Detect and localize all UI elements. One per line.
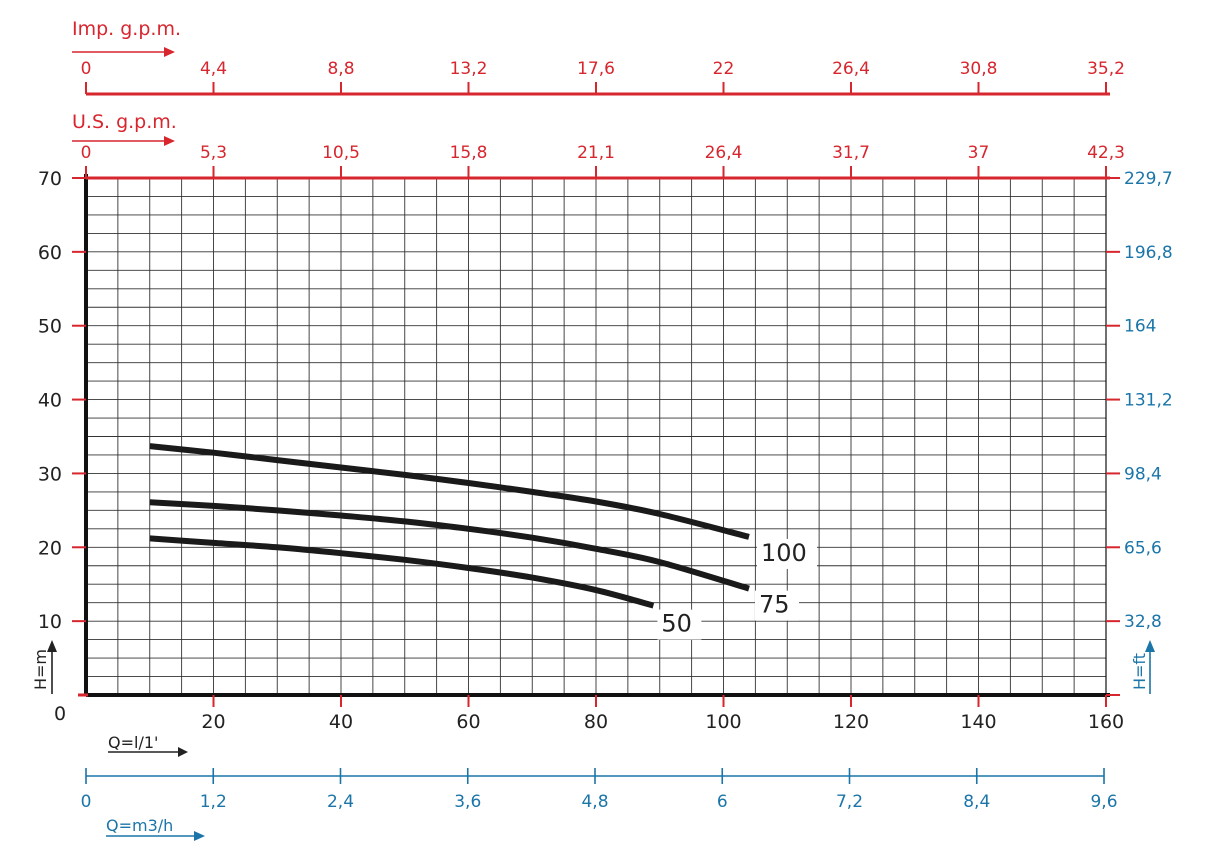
us-gpm-tick-label: 21,1 [577, 143, 615, 163]
ft-tick-label: 131,2 [1124, 391, 1173, 411]
ft-tick-label: 65,6 [1124, 538, 1162, 558]
imp-gpm-axis-title: Imp. g.p.m. [72, 18, 181, 40]
axes [47, 47, 1155, 841]
curve-label-75: 75 [759, 591, 790, 619]
ft-tick-label: 196,8 [1124, 243, 1173, 263]
x-axis-arrow-head [178, 747, 188, 757]
imp-gpm-tick-label: 4,4 [200, 59, 227, 79]
us-gpm-axis-title: U.S. g.p.m. [72, 111, 177, 133]
us-gpm-tick-label: 42,3 [1087, 143, 1125, 163]
curve-75 [149, 499, 750, 592]
curve-label-bg-50 [657, 609, 702, 640]
m3h-axis-title: Q=m3/h [106, 816, 173, 835]
grid [86, 177, 1106, 695]
y-tick-label: 40 [38, 390, 62, 412]
imp-gpm-tick-label: 0 [81, 59, 92, 79]
series [149, 443, 750, 609]
y-tick-label: 10 [38, 611, 62, 633]
imp-gpm-tick-label: 13,2 [450, 59, 488, 79]
y-tick-label: 20 [38, 537, 62, 559]
ft-tick-label: 164 [1124, 317, 1156, 337]
y-axis-title: H=m [31, 649, 50, 690]
x-tick-label: 60 [456, 711, 480, 733]
origin-label: 0 [54, 703, 66, 725]
x-axis-title: Q=l/1' [108, 733, 158, 752]
x-tick-label: 80 [584, 711, 608, 733]
ft-axis-title: H=ft [1130, 653, 1149, 690]
m3h-tick-label: 2,4 [327, 792, 354, 812]
y-tick-label: 60 [38, 242, 62, 264]
x-tick-label: 160 [1088, 711, 1124, 733]
imp-gpm-tick-label: 30,8 [960, 59, 998, 79]
m3h-tick-label: 1,2 [200, 792, 227, 812]
curve-100 [149, 443, 750, 540]
y-axis-arrow-head [47, 640, 57, 652]
m3h-tick-label: 9,6 [1090, 792, 1117, 812]
m3h-arrow-head [194, 831, 205, 841]
imp-gpm-tick-label: 35,2 [1087, 59, 1125, 79]
y-tick-label: 50 [38, 316, 62, 338]
x-tick-label: 100 [705, 711, 741, 733]
m3h-tick-label: 0 [81, 792, 92, 812]
x-tick-label: 140 [960, 711, 996, 733]
us-gpm-tick-label: 0 [81, 143, 92, 163]
m3h-tick-label: 3,6 [454, 792, 481, 812]
us-gpm-tick-label: 37 [968, 143, 990, 163]
y-tick-label: 70 [38, 168, 62, 190]
curve-label-50: 50 [661, 610, 692, 638]
m3h-tick-label: 4,8 [581, 792, 608, 812]
us-gpm-tick-label: 10,5 [322, 143, 360, 163]
curve-50 [149, 535, 655, 609]
us-gpm-arrow-head [164, 136, 175, 146]
y-tick-label: 30 [38, 463, 62, 485]
ft-axis-arrow-head [1145, 640, 1155, 652]
imp-gpm-tick-label: 26,4 [832, 59, 870, 79]
imp-gpm-arrow-head [164, 47, 175, 57]
us-gpm-tick-label: 26,4 [705, 143, 743, 163]
imp-gpm-tick-label: 22 [713, 59, 735, 79]
imp-gpm-tick-label: 8,8 [327, 59, 354, 79]
x-tick-label: 20 [201, 711, 225, 733]
x-tick-label: 120 [833, 711, 869, 733]
m3h-tick-label: 6 [717, 792, 728, 812]
m3h-tick-label: 8,4 [963, 792, 990, 812]
ft-tick-label: 229,7 [1124, 169, 1173, 189]
ft-tick-label: 98,4 [1124, 464, 1162, 484]
curve-label-100: 100 [761, 539, 807, 567]
curve-label-bg-75 [755, 590, 799, 621]
us-gpm-tick-label: 15,8 [450, 143, 488, 163]
imp-gpm-tick-label: 17,6 [577, 59, 615, 79]
ft-tick-label: 32,8 [1124, 612, 1162, 632]
x-tick-label: 40 [329, 711, 353, 733]
m3h-tick-label: 7,2 [836, 792, 863, 812]
curve-label-bg-100 [757, 538, 817, 569]
us-gpm-tick-label: 5,3 [200, 143, 227, 163]
us-gpm-tick-label: 31,7 [832, 143, 870, 163]
